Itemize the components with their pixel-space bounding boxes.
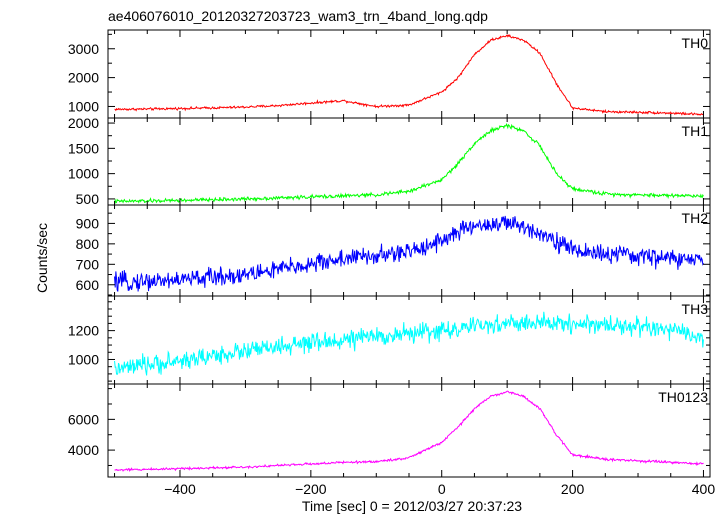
panel-label-th2: TH2 [682, 210, 709, 226]
series-line-th2 [114, 215, 704, 292]
x-tick-label: −200 [295, 481, 327, 497]
x-axis-label: Time [sec] 0 = 2012/03/27 20:37:23 [302, 498, 522, 514]
y-tick-label: 3000 [68, 41, 99, 57]
panel-label-th1: TH1 [682, 123, 709, 139]
series-line-th0 [114, 33, 704, 116]
panel-frame [107, 295, 711, 385]
x-tick-label: 400 [692, 481, 716, 497]
panel-label-th3: TH3 [682, 301, 709, 317]
y-tick-label: 700 [76, 256, 100, 272]
y-tick-label: 1000 [68, 166, 99, 182]
panel-label-th0: TH0 [682, 35, 709, 51]
y-tick-label: 900 [76, 215, 100, 231]
panel-th0123: 4000 6000 TH0123 [68, 383, 711, 478]
y-tick-label: 6000 [68, 411, 99, 427]
y-tick-label: 1000 [68, 351, 99, 367]
x-tick-label: 0 [438, 481, 446, 497]
panel-frame [107, 383, 711, 478]
y-tick-label: 1200 [68, 323, 99, 339]
y-axis-label: Counts/sec [34, 223, 50, 293]
panel-th0: 1000 2000 3000 TH0 [68, 29, 711, 119]
y-tick-label: 2000 [68, 70, 99, 86]
y-tick-label: 600 [76, 277, 100, 293]
panel-th1: 500 1000 1500 2000 TH1 [68, 115, 711, 207]
series-line-th1 [114, 122, 704, 204]
y-tick-label: 1500 [68, 140, 99, 156]
series-line-th3 [114, 311, 704, 376]
panel-th3: 1000 1200 TH3 [68, 295, 711, 385]
x-tick-label: −400 [164, 481, 196, 497]
y-tick-label: 2000 [68, 115, 99, 131]
y-tick-label: 4000 [68, 442, 99, 458]
y-tick-label: 500 [76, 191, 100, 207]
x-tick-labels: −400 −200 0 200 400 [164, 481, 715, 497]
panel-th2: 600 700 800 900 TH2 [76, 204, 711, 297]
panel-label-th0123: TH0123 [658, 389, 708, 405]
series-line-th0123 [114, 390, 704, 472]
x-tick-label: 200 [561, 481, 585, 497]
y-tick-label: 800 [76, 236, 100, 252]
chart-title: ae406076010_20120327203723_wam3_trn_4ban… [108, 8, 488, 24]
y-tick-label: 1000 [68, 98, 99, 114]
